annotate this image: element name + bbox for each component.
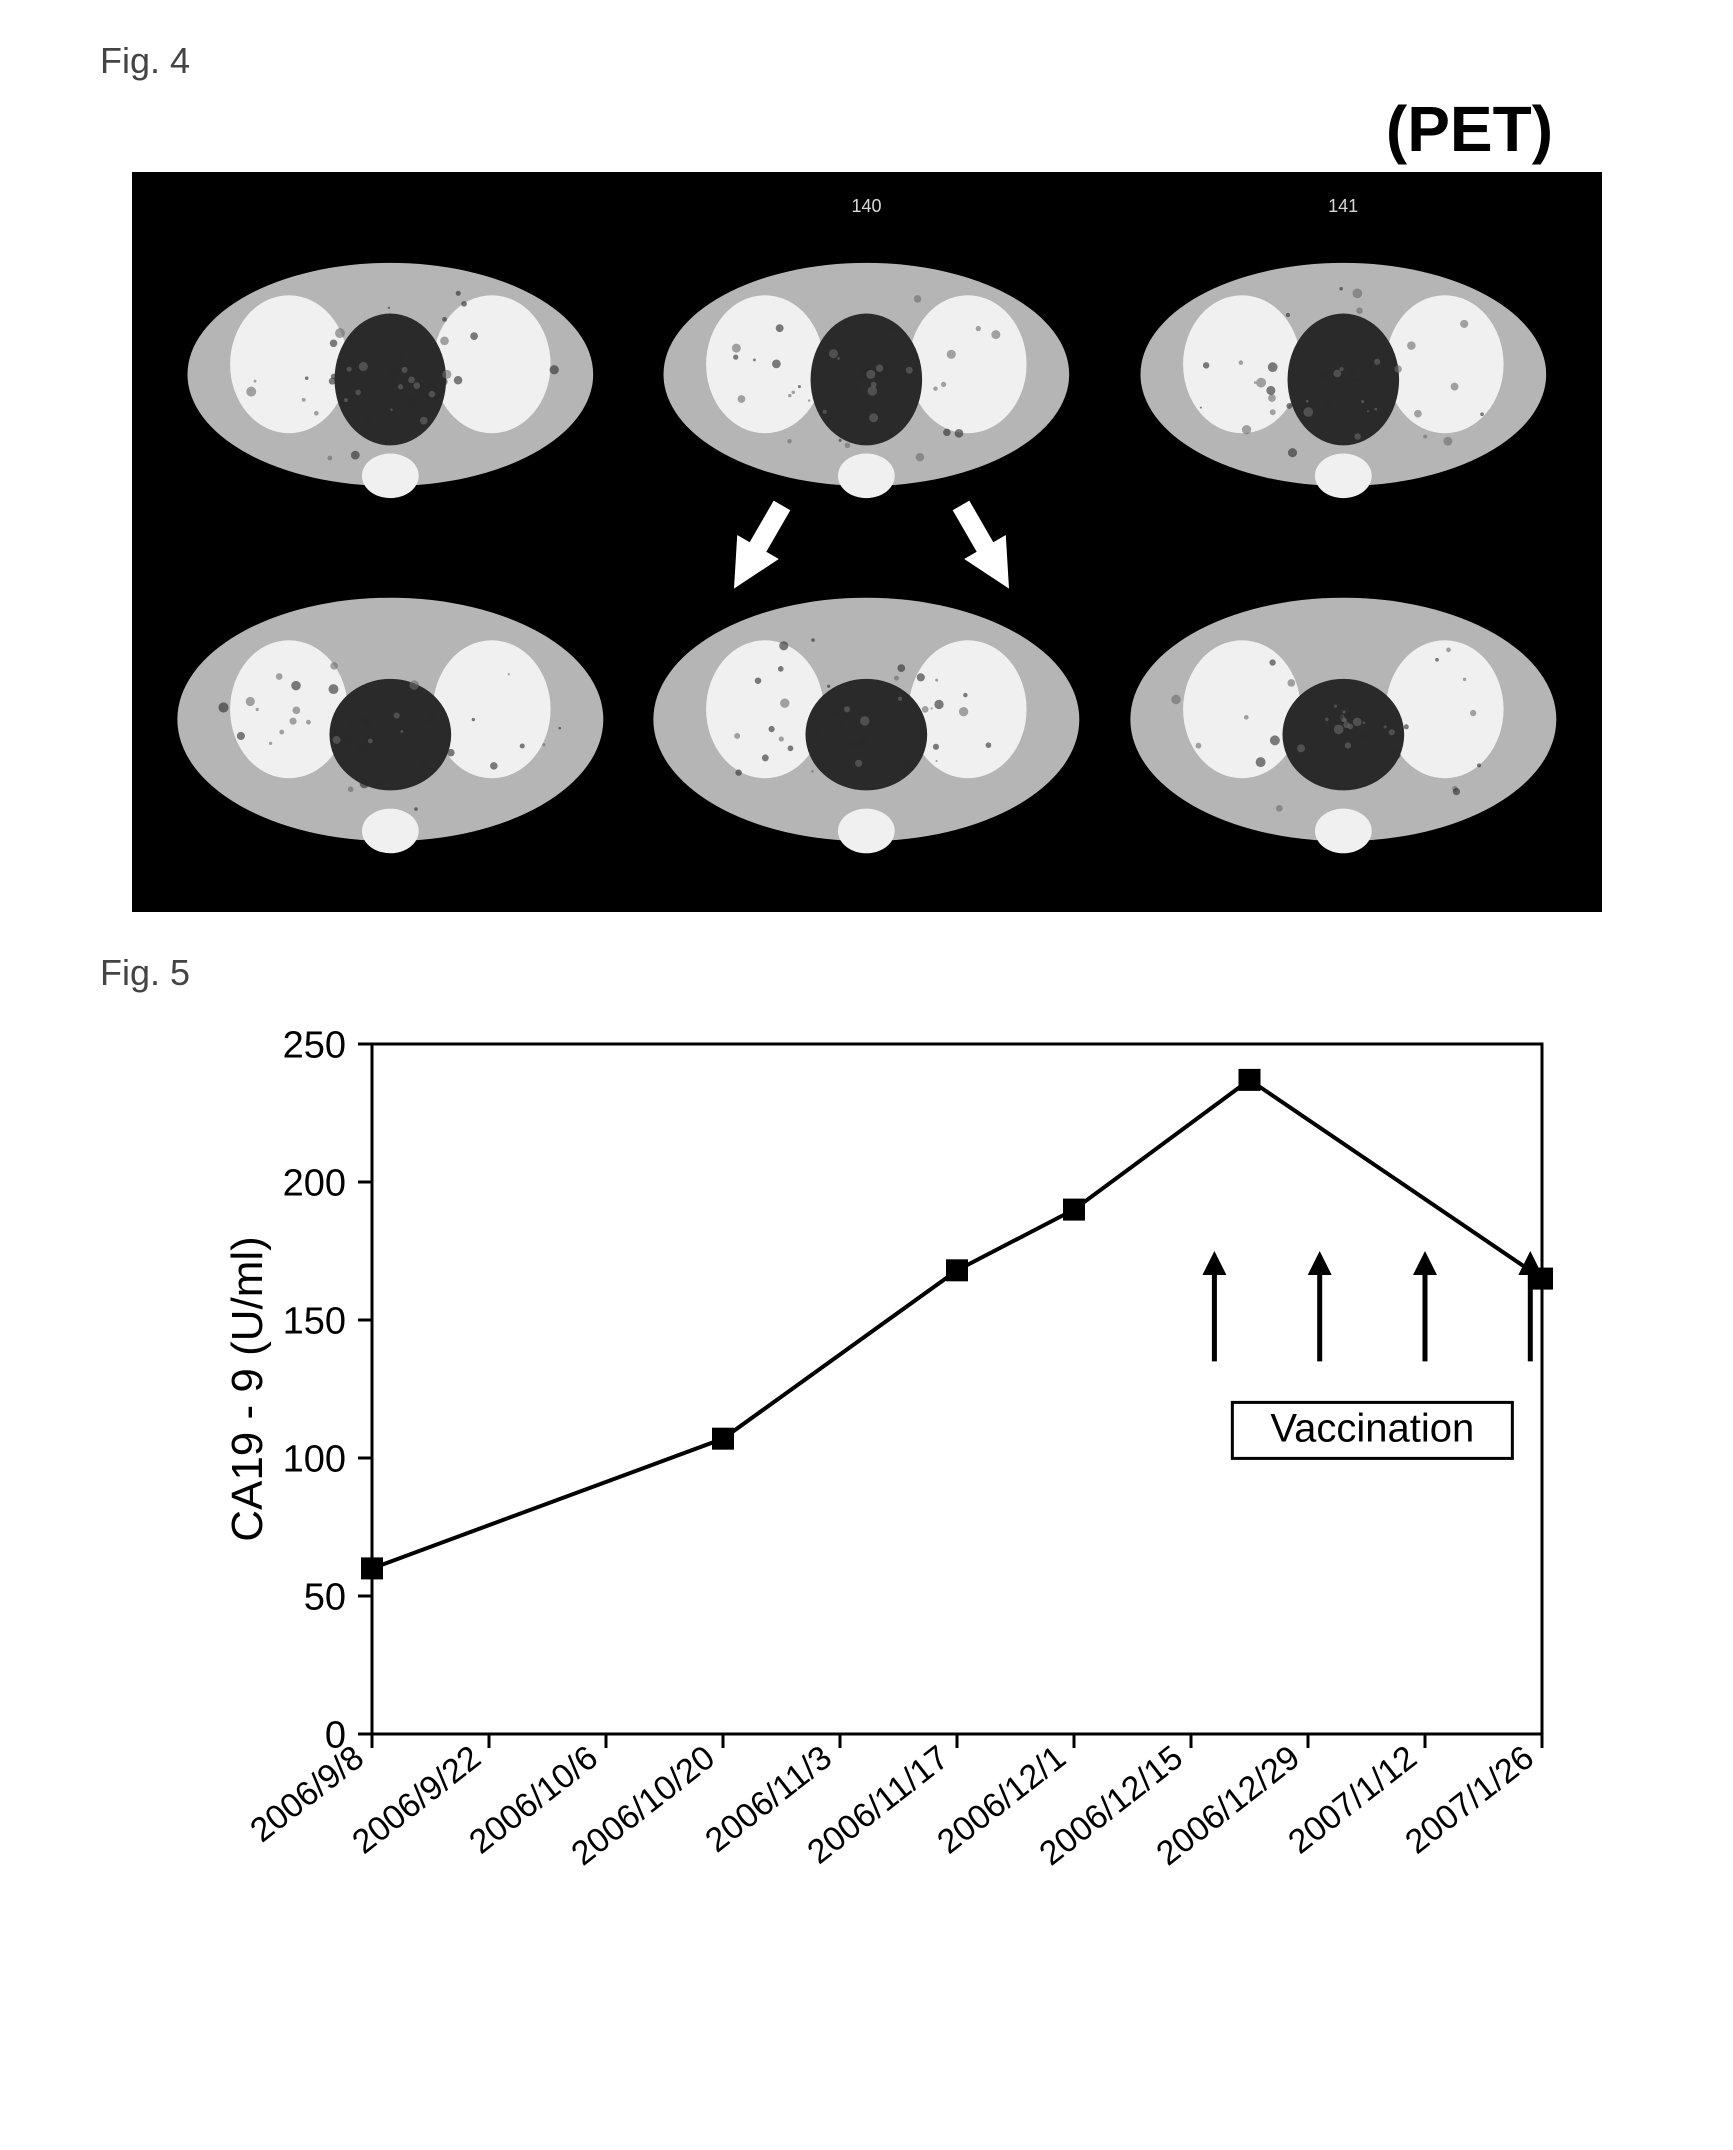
- svg-text:150: 150: [282, 1300, 345, 1342]
- svg-text:100: 100: [282, 1438, 345, 1480]
- pet-scan-r2c1: [152, 547, 629, 892]
- pet-scan-r2c3: [1105, 547, 1582, 892]
- fig5-label: Fig. 5: [100, 952, 1693, 994]
- pet-image-panel: 140 141: [132, 172, 1602, 912]
- svg-text:200: 200: [282, 1162, 345, 1204]
- svg-text:Vaccination: Vaccination: [1270, 1407, 1474, 1451]
- fig4-label: Fig. 4: [100, 40, 1693, 82]
- slice-label-141: 141: [1328, 196, 1358, 217]
- pet-scan-r1c2: 140: [628, 202, 1105, 547]
- pet-scan-r1c3: 141: [1105, 202, 1582, 547]
- svg-text:2006/9/22: 2006/9/22: [345, 1738, 488, 1861]
- svg-text:2007/1/12: 2007/1/12: [1281, 1738, 1424, 1861]
- pet-modality-label: (PET): [40, 92, 1553, 166]
- svg-text:250: 250: [282, 1024, 345, 1066]
- pet-scan-r1c1: [152, 202, 629, 547]
- slice-label-140: 140: [851, 196, 881, 217]
- ca19-9-chart: 050100150200250CA19 - 9 (U/ml)2006/9/820…: [132, 1004, 1602, 1984]
- svg-text:2007/1/26: 2007/1/26: [1398, 1738, 1541, 1861]
- svg-text:CA19 - 9 (U/ml): CA19 - 9 (U/ml): [223, 1236, 272, 1542]
- svg-text:50: 50: [303, 1576, 345, 1618]
- pet-scan-r2c2: [628, 547, 1105, 892]
- line-chart-svg: 050100150200250CA19 - 9 (U/ml)2006/9/820…: [212, 1004, 1592, 1984]
